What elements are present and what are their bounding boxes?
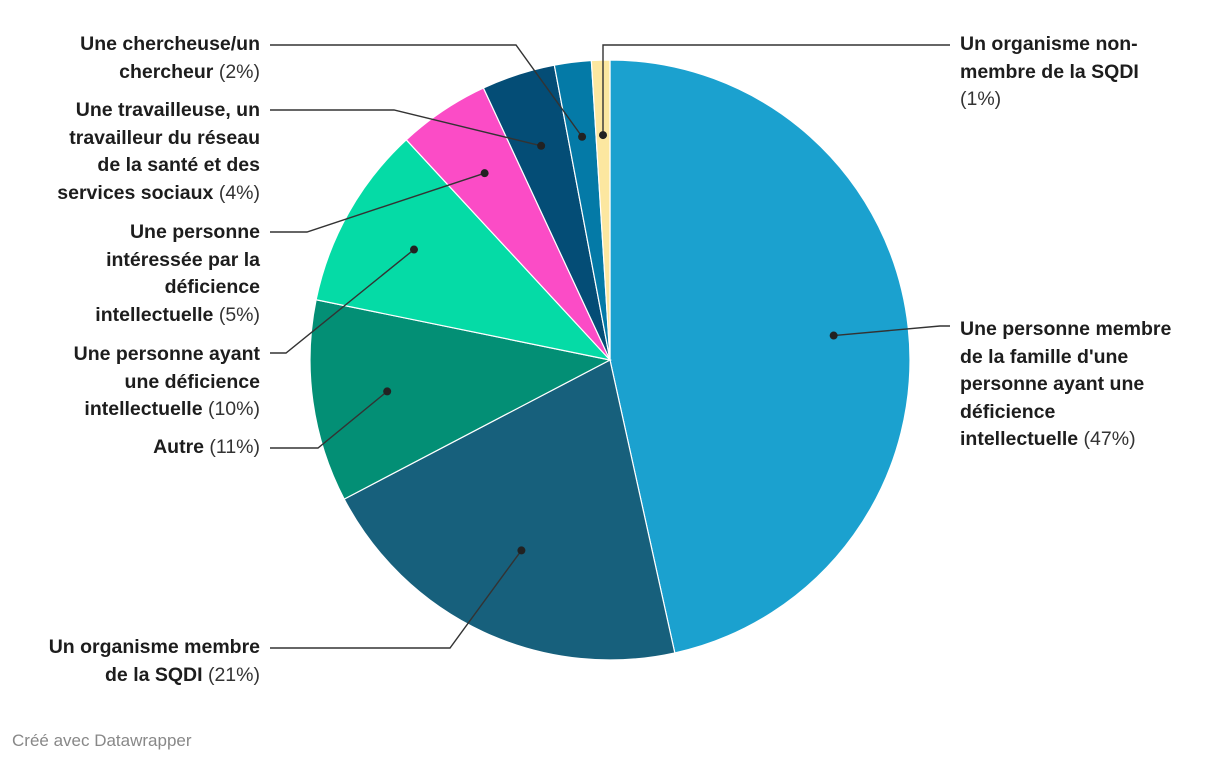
footer-credit: Créé avec Datawrapper bbox=[12, 731, 192, 750]
leader-dot-personne-deficience bbox=[409, 245, 418, 254]
leader-lines bbox=[270, 44, 950, 649]
percent-autre: (11%) bbox=[209, 436, 260, 458]
label-organisme-non-membre: Un organisme non- membre de la SQDI (1%) bbox=[960, 33, 1139, 110]
percent-travailleur: (4%) bbox=[218, 181, 260, 204]
pie-slices bbox=[309, 59, 911, 661]
leader-line-chercheur bbox=[270, 44, 583, 138]
leader-line-travailleur bbox=[270, 109, 542, 147]
percent-chercheur: (2%) bbox=[218, 60, 260, 83]
leader-dot-autre bbox=[383, 387, 392, 396]
label-autre: Autre (11%) bbox=[153, 436, 260, 458]
pie-slice-famille bbox=[609, 59, 911, 654]
leader-dot-organisme-non-membre bbox=[599, 131, 608, 140]
leader-line-famille bbox=[833, 325, 950, 337]
label-chercheur: Une chercheuse/un chercheur (2%) bbox=[80, 33, 260, 83]
label-personne-interessee: Une personne intéressée par la déficienc… bbox=[95, 221, 260, 326]
leader-dot-famille bbox=[829, 331, 838, 340]
leader-line-personne-interessee bbox=[270, 172, 485, 233]
pie-slice-autre bbox=[309, 299, 612, 500]
pie-slice-organisme-membre bbox=[343, 359, 676, 661]
leader-dot-chercheur bbox=[578, 132, 587, 141]
label-travailleur: Une travailleuse, un travailleur du rése… bbox=[57, 99, 260, 204]
leader-line-personne-deficience bbox=[270, 248, 415, 354]
label-famille: Une personne membre de la famille d'une … bbox=[960, 318, 1172, 450]
label-personne-deficience: Une personne ayant une déficience intell… bbox=[73, 343, 260, 420]
percent-organisme-membre: (21%) bbox=[207, 663, 260, 686]
leader-dot-personne-interessee bbox=[480, 169, 489, 178]
percent-famille: (47%) bbox=[1083, 428, 1136, 450]
leader-line-autre bbox=[270, 390, 388, 449]
pie-slice-personne-deficience bbox=[315, 138, 612, 361]
label-organisme-membre: Un organisme membre de la SQDI (21%) bbox=[48, 636, 260, 686]
leader-line-organisme-membre bbox=[270, 549, 522, 649]
percent-organisme-non-membre: (1%) bbox=[960, 88, 1002, 110]
percent-personne-interessee: (5%) bbox=[218, 303, 260, 326]
percent-personne-deficience: (10%) bbox=[207, 398, 260, 420]
leader-dot-organisme-membre bbox=[517, 546, 526, 555]
leader-dot-travailleur bbox=[537, 141, 546, 150]
leader-line-organisme-non-membre bbox=[602, 44, 950, 136]
